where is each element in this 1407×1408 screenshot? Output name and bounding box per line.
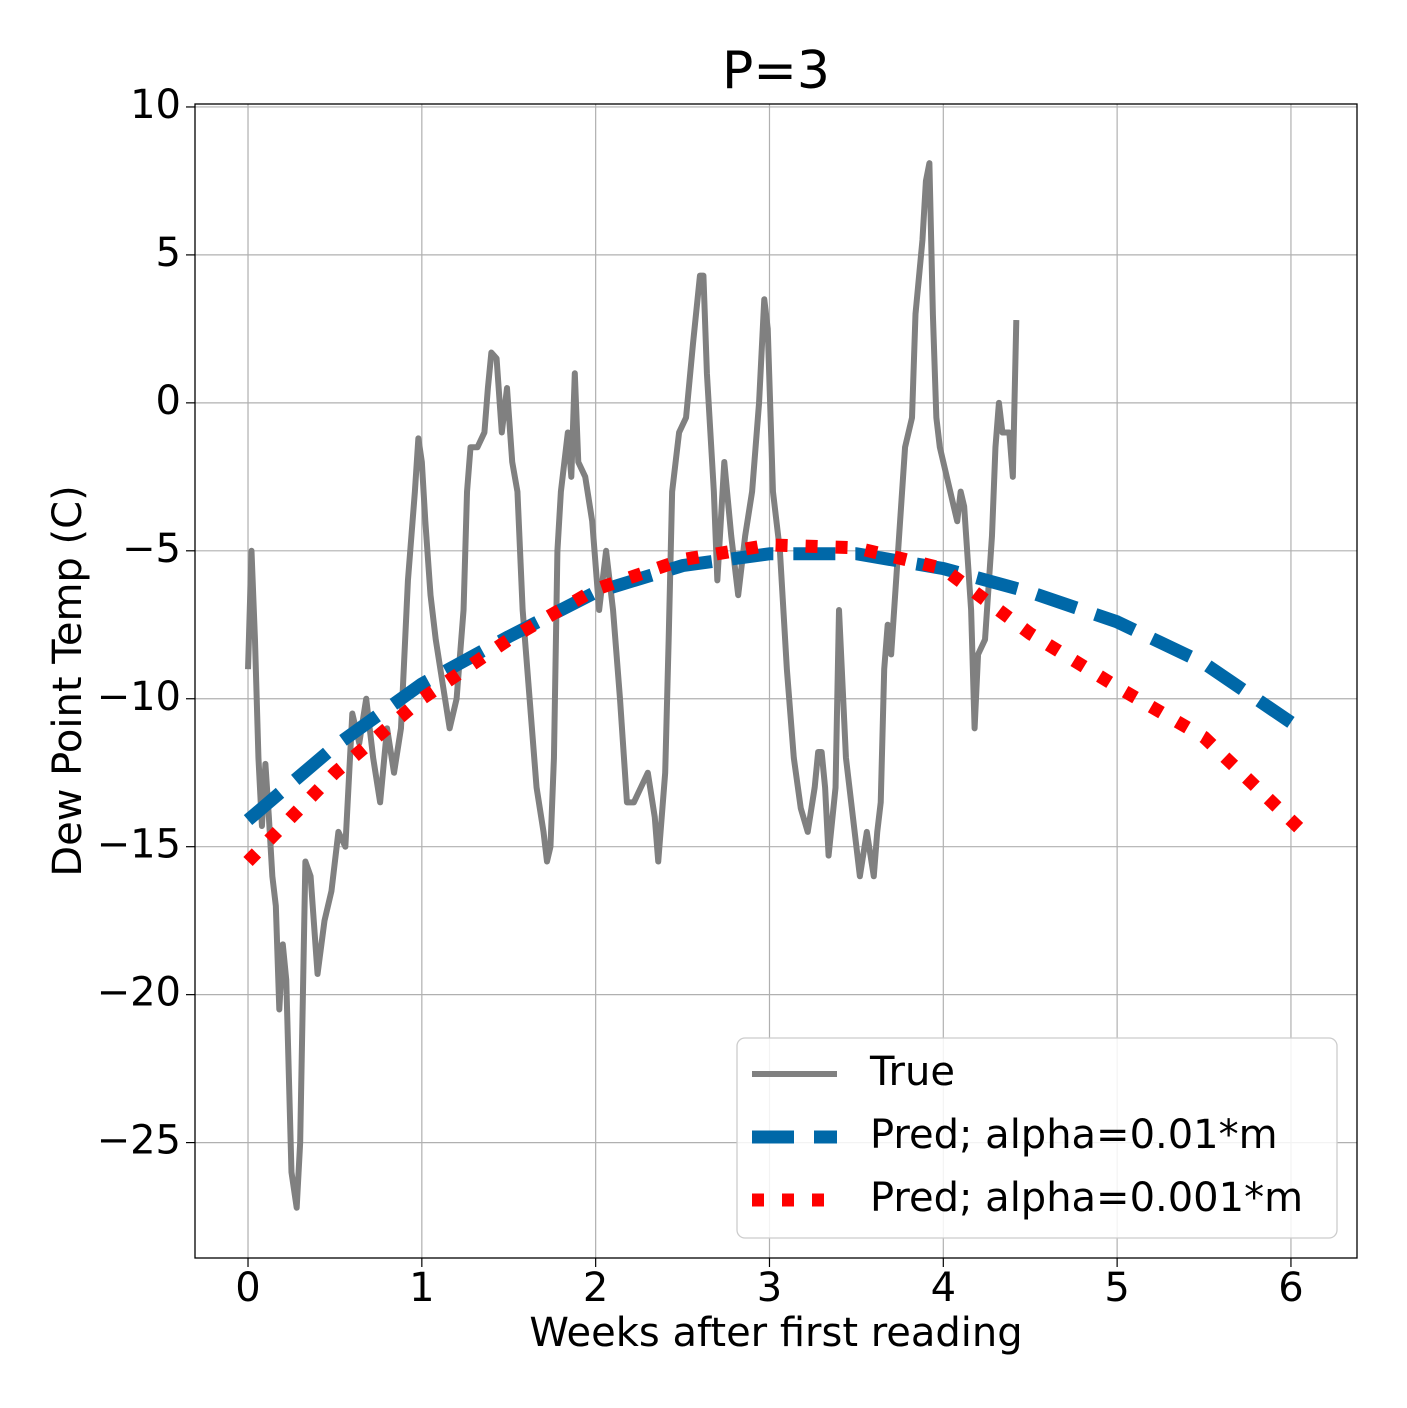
- legend-box: [736, 1037, 1338, 1239]
- series-line: [245, 160, 1020, 1211]
- plot-frame: [194, 103, 1358, 1259]
- x-tick-label: 5: [1104, 1265, 1129, 1311]
- y-tick-label: −15: [97, 822, 181, 868]
- y-tick-label: −20: [97, 970, 181, 1016]
- y-tick-label: 10: [130, 82, 181, 128]
- x-axis-label: Weeks after first reading: [529, 1310, 1022, 1356]
- y-tick-label: −10: [97, 674, 181, 720]
- legend-label: True: [869, 1049, 955, 1095]
- x-tick-label: 4: [931, 1265, 956, 1311]
- legend-label: Pred; alpha=0.001*m: [870, 1175, 1303, 1221]
- x-tick-label: 0: [235, 1265, 260, 1311]
- x-tick-label: 6: [1278, 1265, 1303, 1311]
- y-axis-label: Dew Point Temp (C): [45, 485, 91, 876]
- y-tick-label: −25: [97, 1118, 181, 1164]
- y-tick-label: 0: [156, 378, 181, 424]
- chart-title: P=3: [722, 41, 830, 101]
- x-tick-label: 3: [757, 1265, 782, 1311]
- y-tick-label: −5: [122, 526, 181, 572]
- legend-label: Pred; alpha=0.01*m: [870, 1112, 1278, 1158]
- y-tick-label: 5: [156, 230, 181, 276]
- series-line: [243, 547, 1295, 826]
- x-tick-label: 1: [409, 1265, 434, 1311]
- x-tick-label: 2: [583, 1265, 608, 1311]
